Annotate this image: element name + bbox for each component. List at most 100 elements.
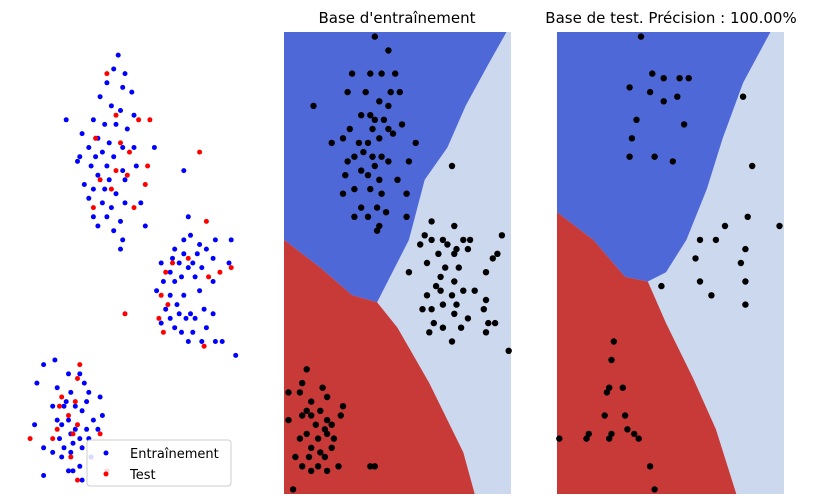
train-point (106, 177, 112, 183)
train-point (54, 417, 60, 423)
data-point (403, 213, 410, 220)
data-point (351, 185, 358, 193)
data-point (378, 153, 385, 160)
train-point (179, 329, 184, 335)
data-point (323, 467, 331, 475)
data-point (317, 407, 324, 414)
train-point (226, 260, 232, 266)
data-point (494, 250, 501, 257)
data-point (373, 227, 381, 234)
train-point (194, 251, 200, 257)
train-point (95, 223, 101, 229)
data-point (437, 287, 444, 294)
test-point (217, 269, 223, 275)
train-point (68, 449, 74, 455)
data-point (421, 232, 428, 239)
data-point (289, 486, 297, 493)
data-point (676, 75, 683, 82)
data-point (583, 435, 590, 442)
train-point (59, 422, 65, 428)
train-point (133, 163, 139, 169)
data-point (396, 88, 403, 96)
train-point (111, 228, 117, 234)
data-point (610, 338, 617, 345)
train-point (151, 145, 157, 150)
data-point (626, 84, 633, 91)
data-point (358, 112, 365, 119)
data-point (362, 88, 369, 96)
data-point (323, 416, 331, 424)
train-point (210, 311, 216, 317)
data-point (708, 292, 715, 299)
train-point (160, 279, 166, 284)
data-point (658, 282, 665, 290)
train-point (77, 463, 83, 469)
data-point (330, 435, 338, 442)
train-point (122, 200, 128, 206)
train-point (77, 154, 83, 160)
train-point (190, 329, 196, 335)
data-point (385, 158, 392, 165)
test-point (170, 260, 175, 266)
test-point (104, 71, 110, 77)
test-point (75, 422, 80, 428)
test-point (122, 311, 128, 317)
train-point (77, 436, 83, 442)
data-point (317, 449, 324, 456)
data-point (308, 412, 315, 419)
data-point (626, 153, 633, 160)
test-panel-title: Base de test. Précision : 100.00% (545, 9, 796, 27)
test-point (77, 362, 83, 368)
data-point (394, 176, 401, 183)
train-point (66, 371, 71, 377)
data-point (285, 416, 292, 424)
test-point (75, 376, 80, 381)
data-point (621, 412, 629, 419)
data-point (303, 366, 310, 373)
data-point (371, 116, 378, 124)
data-point (489, 255, 496, 262)
train-point (111, 154, 117, 160)
data-point (335, 463, 342, 470)
train-point (99, 413, 105, 418)
data-point (321, 453, 329, 461)
region-top (284, 32, 507, 303)
data-point (453, 301, 460, 308)
test-point (50, 436, 56, 442)
data-point (423, 292, 431, 299)
data-point (471, 287, 478, 294)
legend-frame (86, 439, 232, 487)
train-point (118, 246, 123, 252)
data-point (603, 389, 611, 396)
train-point (120, 237, 126, 243)
train-point (190, 260, 196, 266)
data-point (369, 125, 376, 133)
data-point (376, 98, 383, 105)
test-point (66, 413, 71, 418)
data-point (417, 241, 424, 248)
test-point (127, 149, 132, 155)
data-point (369, 153, 376, 160)
data-point (367, 185, 374, 193)
data-point (742, 278, 749, 285)
train-point (158, 260, 164, 266)
region-top (557, 32, 771, 282)
data-point (685, 75, 692, 82)
train-point (102, 121, 108, 127)
test-point (228, 265, 234, 271)
data-point (285, 389, 292, 396)
train-point (52, 357, 58, 363)
data-point (308, 398, 315, 405)
data-point (606, 435, 613, 442)
train-point (113, 191, 119, 197)
train-point (108, 205, 114, 211)
data-point (498, 232, 506, 239)
train-point (192, 315, 198, 321)
data-point (344, 158, 351, 165)
legend-label-test: Test (129, 468, 156, 483)
train-point (167, 269, 173, 275)
train-point (97, 94, 103, 100)
data-point (742, 245, 749, 253)
data-point (360, 148, 367, 156)
